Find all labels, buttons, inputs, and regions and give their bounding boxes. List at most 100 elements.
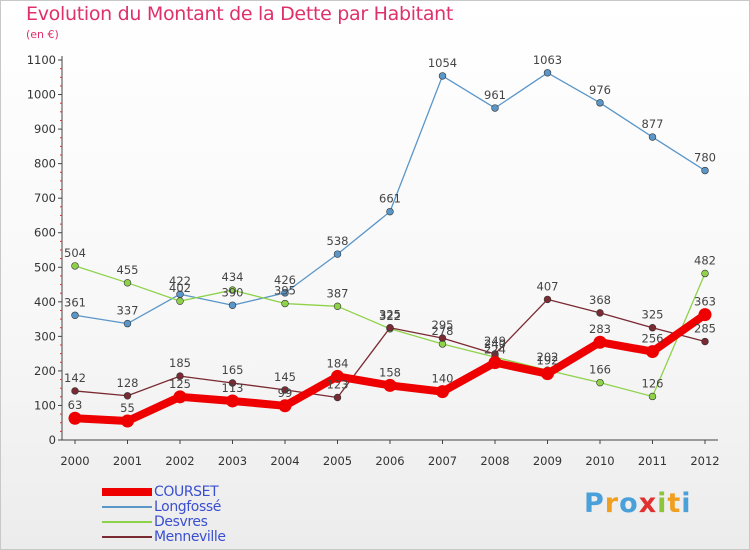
y-tick-label: 100 xyxy=(34,398,56,412)
x-tick-label: 2008 xyxy=(480,454,509,468)
data-label: 976 xyxy=(589,83,611,97)
data-point xyxy=(173,390,187,404)
data-label: 63 xyxy=(68,398,83,412)
data-point xyxy=(123,392,132,400)
data-point xyxy=(333,393,342,402)
data-point xyxy=(123,319,132,328)
data-label: 140 xyxy=(432,372,454,386)
data-label: 113 xyxy=(222,381,244,395)
data-point xyxy=(541,367,554,381)
data-label: 1054 xyxy=(428,56,457,70)
logo-letter: x xyxy=(638,488,658,519)
data-point xyxy=(333,250,342,258)
data-label: 390 xyxy=(222,285,244,299)
data-label: 434 xyxy=(222,270,244,284)
logo-letter: t xyxy=(667,488,682,519)
x-tick-label: 2003 xyxy=(218,454,247,468)
x-tick-label: 2010 xyxy=(585,454,614,468)
data-point xyxy=(596,99,604,107)
x-tick-label: 2002 xyxy=(165,454,194,468)
data-label: 126 xyxy=(642,376,664,390)
legend-label: Desvres xyxy=(154,514,208,530)
x-tick-label: 2005 xyxy=(323,454,352,468)
data-point xyxy=(228,379,237,387)
x-tick-label: 2001 xyxy=(113,454,142,468)
data-label: 538 xyxy=(327,234,349,248)
data-point xyxy=(701,269,709,278)
data-label: 402 xyxy=(169,281,191,295)
data-label: 361 xyxy=(64,295,86,309)
data-point xyxy=(701,166,709,175)
data-label: 123 xyxy=(327,378,349,392)
data-label: 395 xyxy=(274,284,296,298)
data-point xyxy=(648,324,657,332)
data-label: 325 xyxy=(642,308,664,322)
x-tick-label: 2011 xyxy=(638,454,667,468)
data-label: 192 xyxy=(537,354,559,368)
data-label: 283 xyxy=(589,322,611,336)
legend-label: COURSET xyxy=(154,484,219,500)
data-point xyxy=(228,286,237,294)
logo-letter: i xyxy=(657,488,668,519)
data-label: 249 xyxy=(484,334,506,348)
logo-letter: i xyxy=(681,488,692,519)
data-point xyxy=(281,289,289,297)
legend-label: Longfossé xyxy=(154,499,221,515)
data-label: 99 xyxy=(278,386,293,400)
data-label: 285 xyxy=(694,322,716,336)
data-label: 482 xyxy=(694,253,716,267)
data-label: 166 xyxy=(589,363,611,377)
y-tick-label: 300 xyxy=(34,329,56,343)
y-tick-label: 600 xyxy=(34,226,56,240)
x-tick-label: 2000 xyxy=(60,454,89,468)
data-point xyxy=(596,378,604,387)
y-tick-label: 1000 xyxy=(27,88,56,102)
data-label: 240 xyxy=(484,337,506,351)
data-point xyxy=(71,262,79,270)
y-tick-label: 900 xyxy=(34,122,56,136)
data-point xyxy=(121,414,134,428)
data-point xyxy=(701,337,709,346)
y-tick-label: 400 xyxy=(34,295,56,309)
x-tick-label: 2012 xyxy=(690,454,719,468)
data-point xyxy=(438,334,447,342)
data-label: 322 xyxy=(379,309,401,323)
data-label: 661 xyxy=(379,192,401,206)
data-point xyxy=(543,69,552,77)
data-point xyxy=(648,133,657,141)
data-point xyxy=(386,324,394,332)
legend-swatch xyxy=(102,536,152,538)
data-point xyxy=(438,72,447,80)
data-label: 185 xyxy=(169,356,191,370)
chart-subtitle: (en €) xyxy=(26,28,59,41)
data-point xyxy=(436,385,449,399)
logo-letter: P xyxy=(584,488,605,519)
y-tick-label: 800 xyxy=(34,157,56,171)
data-label: 224 xyxy=(484,343,506,357)
data-point xyxy=(71,387,79,395)
x-tick-label: 2009 xyxy=(533,454,562,468)
proxiti-logo: Proxiti xyxy=(584,488,692,519)
logo-letter: o xyxy=(619,488,639,519)
chart-axes: 0 100 200 300 400 500 600 700 800 900 1000 1100 2000… xyxy=(27,53,720,468)
data-label: 337 xyxy=(117,304,139,318)
data-point xyxy=(228,301,237,309)
data-point xyxy=(281,299,289,308)
data-label: 961 xyxy=(484,88,506,102)
data-point xyxy=(596,309,604,317)
logo-letter: r xyxy=(604,488,620,519)
y-tick-label: 700 xyxy=(34,191,56,205)
data-point xyxy=(543,295,552,304)
data-point xyxy=(71,311,79,319)
data-label: 125 xyxy=(169,377,191,391)
legend-swatch xyxy=(102,488,152,496)
data-point xyxy=(123,279,132,287)
data-point xyxy=(646,345,659,359)
data-label: 877 xyxy=(642,117,664,131)
data-label: 158 xyxy=(379,365,401,379)
data-label: 426 xyxy=(274,273,296,287)
data-label: 142 xyxy=(64,371,86,385)
data-point xyxy=(333,302,342,311)
